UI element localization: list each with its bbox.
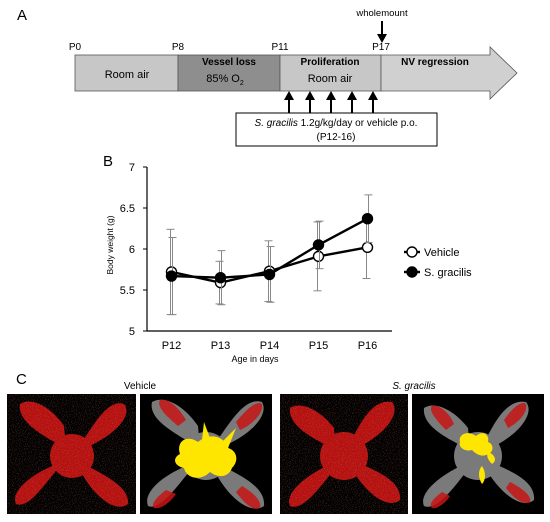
time-point-p0: P0 — [69, 42, 82, 53]
treatment-days: (P12-16) — [317, 132, 356, 143]
phase-vessel-loss — [177, 54, 281, 92]
y-axis-title: Body weight (g) — [105, 215, 115, 274]
treatment-arrowhead-5 — [368, 91, 378, 100]
time-point-p8: P8 — [172, 42, 185, 53]
panel-b: B 5 5.5 6 6.5 7 P12 P13 P14 P15 P16 Vehicle S. grac… — [0, 148, 550, 370]
legend-label: Vehicle — [424, 247, 459, 259]
data-point — [263, 268, 276, 281]
treatment-line-1: S. gracilis 1.2g/kg/day or vehicle p.o. — [255, 118, 418, 129]
y-tick-label: 6 — [129, 244, 135, 256]
treatment-arrowhead-1 — [284, 91, 294, 100]
phase-proliferation — [279, 54, 382, 92]
panel-a-label: A — [17, 7, 27, 24]
phase-3-body: Room air — [308, 73, 353, 85]
body-weight-chart: B 5 5.5 6 6.5 7 P12 P13 P14 P15 P16 Vehicle S. grac… — [103, 153, 472, 364]
data-point — [361, 212, 374, 225]
x-axis-title: Age in days — [231, 354, 279, 364]
wholemount-arrowhead — [377, 34, 387, 43]
x-tick-label: P13 — [211, 340, 231, 352]
y-tick-label: 7 — [129, 162, 135, 174]
x-tick-label: P16 — [358, 340, 378, 352]
legend-marker — [406, 266, 418, 278]
x-tick-label: P12 — [162, 340, 182, 352]
nv-regression-arrow — [380, 46, 518, 100]
phase-2-body-subscript: 2 — [240, 80, 244, 87]
timeline-diagram: A P0 P8 P11 P17 wholemount Room air Vess… — [17, 7, 518, 147]
legend-label: S. gracilis — [424, 267, 472, 279]
phase-2-body: 85% O2 — [206, 73, 244, 87]
treatment-arrowheads — [284, 91, 378, 100]
panel-a: A P0 P8 P11 P17 wholemount Room air Vess… — [0, 0, 550, 148]
panel-c: C Vehicle S. gracilis — [0, 370, 550, 517]
phase-3-title: Proliferation — [301, 57, 360, 68]
phase-2-body-main: 85% O — [206, 73, 240, 85]
y-tick-label: 5.5 — [120, 285, 135, 297]
data-point — [312, 250, 325, 263]
phase-2-title: Vessel loss — [202, 57, 256, 68]
x-tick-label: P15 — [309, 340, 329, 352]
treatment-dose: 1.2g/kg/day or vehicle p.o. — [298, 118, 418, 129]
treatment-box — [235, 112, 438, 147]
time-point-p17: P17 — [372, 42, 390, 53]
wholemount-label: wholemount — [355, 8, 408, 19]
retina-image-s-gracilis-vessels — [280, 394, 408, 514]
group-label-vehicle: Vehicle — [124, 381, 157, 392]
y-tick-label: 6.5 — [120, 203, 135, 215]
data-point — [214, 271, 227, 284]
x-tick-label: P14 — [260, 340, 280, 352]
legend-marker — [406, 246, 418, 258]
y-tick-label: 5 — [129, 326, 135, 338]
time-point-p11: P11 — [271, 42, 288, 53]
phase-4-title: NV regression — [401, 57, 469, 68]
treatment-arrowhead-3 — [326, 91, 336, 100]
panel-b-label: B — [103, 153, 113, 170]
phase-1-body: Room air — [105, 69, 150, 81]
treatment-arrowhead-2 — [305, 91, 315, 100]
retina-images: C Vehicle S. gracilis — [7, 371, 544, 514]
retina-image-s-gracilis-quantified — [412, 394, 544, 514]
retina-image-vehicle-quantified — [140, 394, 272, 514]
data-point — [312, 239, 325, 251]
retina-image-vehicle-vessels — [7, 394, 136, 514]
panel-c-label: C — [16, 371, 27, 388]
treatment-species: S. gracilis — [255, 118, 298, 129]
data-point — [361, 241, 374, 254]
treatment-arrowhead-4 — [347, 91, 357, 100]
group-label-s-gracilis: S. gracilis — [392, 381, 435, 392]
data-point — [165, 270, 178, 282]
chart-plot-area: 5 5.5 6 6.5 7 P12 P13 P14 P15 P16 Vehicle S. gracil… — [120, 162, 472, 352]
phase-room-air-1 — [74, 54, 179, 92]
